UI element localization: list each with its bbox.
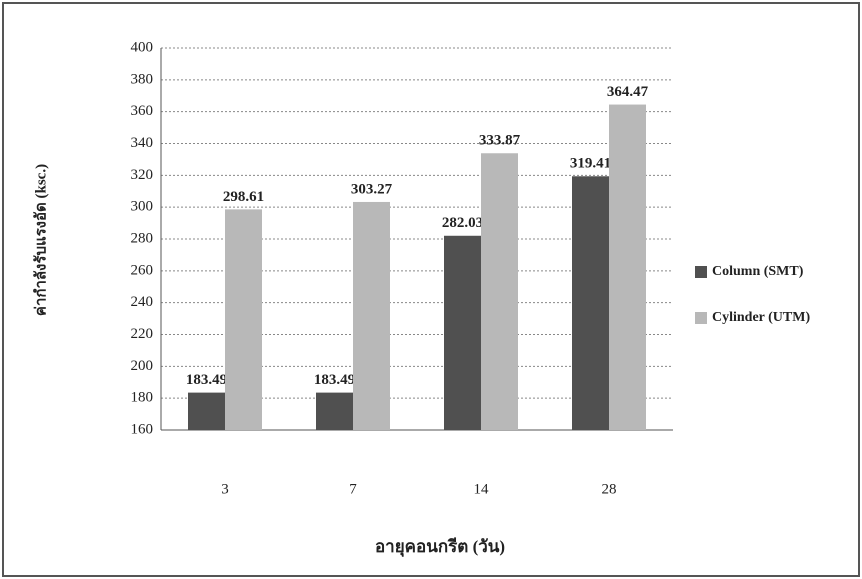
data-label: 298.61 bbox=[223, 189, 264, 205]
y-tick-label: 280 bbox=[131, 230, 154, 246]
y-tick-label: 240 bbox=[131, 294, 154, 310]
y-axis-title: ค่ากำลังรับแรงอัด (ksc.) bbox=[32, 164, 49, 316]
y-tick-label: 300 bbox=[131, 199, 154, 215]
legend-swatch bbox=[695, 266, 707, 278]
legend-label: Cylinder (UTM) bbox=[712, 310, 810, 325]
x-axis-title: อายุคอนกรีต (วัน) bbox=[375, 536, 505, 557]
x-tick-label: 3 bbox=[221, 481, 229, 497]
bar bbox=[609, 104, 646, 431]
data-label: 319.41 bbox=[570, 156, 611, 172]
data-label: 282.03 bbox=[442, 215, 483, 231]
y-tick-label: 260 bbox=[131, 262, 154, 278]
bar bbox=[225, 209, 262, 430]
data-label: 333.87 bbox=[479, 133, 521, 149]
legend-swatch bbox=[695, 312, 707, 324]
x-tick-label: 7 bbox=[349, 481, 357, 497]
y-tick-label: 220 bbox=[131, 326, 154, 342]
x-tick-label: 14 bbox=[474, 481, 490, 497]
legend-label: Column (SMT) bbox=[712, 264, 804, 279]
y-tick-label: 400 bbox=[131, 39, 154, 55]
data-label: 183.49 bbox=[186, 372, 227, 388]
bar bbox=[481, 153, 518, 431]
y-tick-label: 360 bbox=[131, 103, 154, 119]
y-tick-label: 380 bbox=[131, 71, 154, 87]
y-tick-label: 200 bbox=[131, 358, 154, 374]
data-label: 183.49 bbox=[314, 372, 355, 388]
data-label: 364.47 bbox=[607, 84, 649, 100]
data-label: 303.27 bbox=[351, 181, 393, 197]
bar bbox=[353, 201, 390, 430]
y-tick-label: 320 bbox=[131, 167, 154, 183]
bar bbox=[444, 235, 481, 430]
y-tick-label: 180 bbox=[131, 390, 154, 406]
x-tick-label: 28 bbox=[602, 481, 617, 497]
y-tick-label: 160 bbox=[131, 421, 154, 437]
bar bbox=[188, 392, 225, 430]
y-tick-label: 340 bbox=[131, 135, 154, 151]
bar bbox=[572, 176, 609, 430]
bar bbox=[316, 392, 353, 430]
